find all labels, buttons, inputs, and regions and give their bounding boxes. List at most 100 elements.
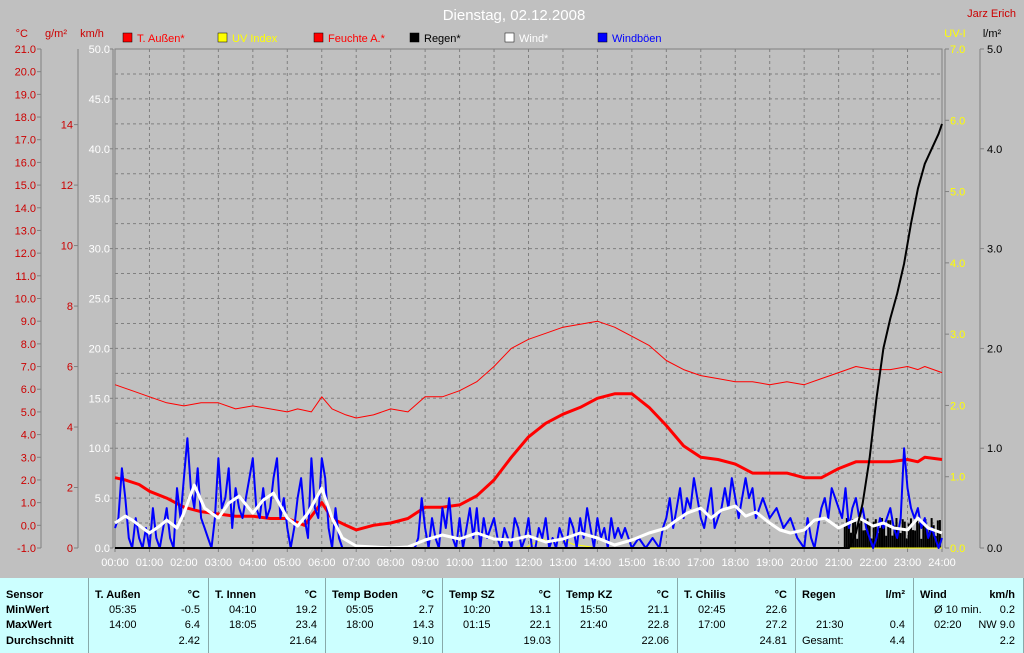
stats-min-time: 15:50: [580, 604, 608, 616]
temp-tick-label: 0.0: [21, 520, 36, 532]
humid-tick-label: 2: [67, 483, 73, 495]
rain-bar: [928, 528, 931, 548]
row-label: Durchschnitt: [6, 635, 74, 647]
stats-unit: °C: [656, 589, 669, 601]
temp-tick-label: 3.0: [21, 452, 36, 464]
temp-tick-label: 2.0: [21, 475, 36, 487]
stats-sensor-name: Regen: [802, 589, 836, 601]
rain-bar: [860, 518, 863, 548]
legend-label: T. Außen*: [137, 33, 185, 45]
weather-chart: 21.020.019.018.017.016.015.014.013.012.0…: [14, 7, 1016, 569]
rain-bar: [938, 520, 941, 548]
x-axis: 00:00 01:00 02:00 03:00 04:00 05:00 06:00 07:00…: [101, 548, 956, 569]
series-t-au-en: [114, 392, 943, 532]
stats-min-value: 2.7: [418, 604, 434, 616]
humid-tick-label: 12: [61, 180, 73, 192]
stats-avg-value: 22.06: [641, 635, 669, 647]
x-tick-label: 00:00: [101, 557, 129, 569]
rain-bar: [901, 519, 904, 548]
uv-tick-label: 3.0: [950, 329, 965, 341]
series-wind: [114, 483, 943, 550]
temp-tick-label: 7.0: [21, 362, 36, 374]
legend-swatch: [122, 32, 133, 43]
wind-tick-label: 20.0: [89, 343, 110, 355]
stats-max-time: 02:20: [934, 619, 962, 631]
stats-unit: °C: [538, 589, 551, 601]
rain-bar: [876, 532, 879, 548]
series-regen: [115, 123, 943, 549]
temperature-axis: 21.0 20.0 19.0 18.0 17.0 16.0 15.0 14.0 13.0 12.0…: [15, 44, 42, 555]
rain-bar: [914, 530, 917, 548]
legend-swatch: [217, 32, 228, 43]
rain-bar: [862, 530, 865, 548]
rain-tick-label: 0.0: [987, 543, 1002, 555]
rain-bar: [936, 520, 939, 548]
legend-label: Windböen: [612, 33, 662, 45]
stats-max-time: 17:00: [698, 619, 726, 631]
stats-min-value: -0.5: [181, 604, 200, 616]
stats-max-value: 22.1: [529, 619, 551, 631]
x-tick-label: 20:00: [790, 557, 818, 569]
temp-tick-label: 13.0: [15, 225, 36, 237]
temp-tick-label: 18.0: [15, 112, 36, 124]
stats-max-time: 21:30: [816, 619, 844, 631]
stats-max-time: 21:40: [580, 619, 608, 631]
rain-bar: [889, 520, 892, 548]
humid-tick-label: 0: [67, 543, 73, 555]
stats-sensor-name: Temp SZ: [449, 589, 495, 601]
temp-tick-label: 11.0: [15, 271, 36, 283]
x-tick-label: 09:00: [411, 557, 439, 569]
x-tick-label: 07:00: [342, 557, 370, 569]
stats-min-time: Ø 10 min.: [934, 604, 982, 616]
stats-avg-label: Gesamt:: [802, 635, 844, 647]
legend-swatch: [597, 32, 608, 43]
humid-tick-label: 10: [61, 241, 73, 253]
uv-tick-label: 2.0: [950, 400, 965, 412]
stats-max-value: 6.4: [184, 619, 200, 631]
legend-swatch: [504, 32, 515, 43]
rain-bar: [924, 519, 927, 548]
temp-tick-label: 14.0: [15, 203, 36, 215]
x-tick-label: 03:00: [205, 557, 233, 569]
wind-tick-label: 0.0: [95, 543, 110, 555]
rain-bar: [874, 519, 877, 548]
stats-column: T. Außen °C 05:35 -0.5 14:00 6.4 2.42: [89, 578, 209, 653]
x-tick-label: 05:00: [274, 557, 302, 569]
series-lines: [114, 123, 943, 550]
rain-tick-label: 5.0: [987, 44, 1002, 56]
stats-min-value: 13.1: [529, 604, 551, 616]
stats-max-value: 27.2: [765, 619, 787, 631]
stats-min-time: 05:35: [109, 604, 137, 616]
temp-tick-label: 16.0: [15, 157, 36, 169]
x-tick-label: 18:00: [721, 557, 749, 569]
uv-unit-label: UV-I: [944, 28, 965, 40]
humid-tick-label: 8: [67, 301, 73, 313]
author-label: Jarz Erich: [967, 8, 1016, 20]
stats-column: T. Innen °C 04:10 19.2 18:05 23.4 21.64: [209, 578, 326, 653]
stats-table: Sensor MinWert MaxWert Durchschnitt T. Außen…: [0, 578, 1024, 653]
x-tick-label: 12:00: [515, 557, 543, 569]
rain-bar: [918, 523, 921, 548]
stats-column: Temp Boden °C 05:05 2.7 18:00 14.3 9.10: [326, 578, 443, 653]
temp-tick-label: 8.0: [21, 339, 36, 351]
legend-label: UV Index: [232, 33, 278, 45]
wind-tick-label: 35.0: [89, 194, 110, 206]
rain-bar: [891, 535, 894, 548]
stats-max-value: 0.4: [889, 619, 905, 631]
temp-tick-label: 21.0: [15, 44, 36, 56]
rain-bar: [930, 518, 933, 548]
stats-row-labels: Sensor MinWert MaxWert Durchschnitt: [0, 578, 89, 653]
rain-tick-label: 3.0: [987, 244, 1002, 256]
stats-unit: °C: [421, 589, 434, 601]
rain-bar: [858, 523, 861, 548]
temp-tick-label: 9.0: [21, 316, 36, 328]
stats-column: Wind km/h Ø 10 min. 0.2 02:20 NW 9.0 2.2: [914, 578, 1024, 653]
x-tick-label: 01:00: [136, 557, 164, 569]
stats-max-time: 18:00: [346, 619, 374, 631]
stats-avg-value: 4.4: [889, 635, 905, 647]
stats-avg-value: 9.10: [412, 635, 434, 647]
rain-bar: [847, 527, 850, 548]
x-tick-label: 11:00: [481, 557, 508, 569]
rain-bar: [852, 519, 855, 548]
temp-tick-label: 17.0: [15, 135, 36, 147]
